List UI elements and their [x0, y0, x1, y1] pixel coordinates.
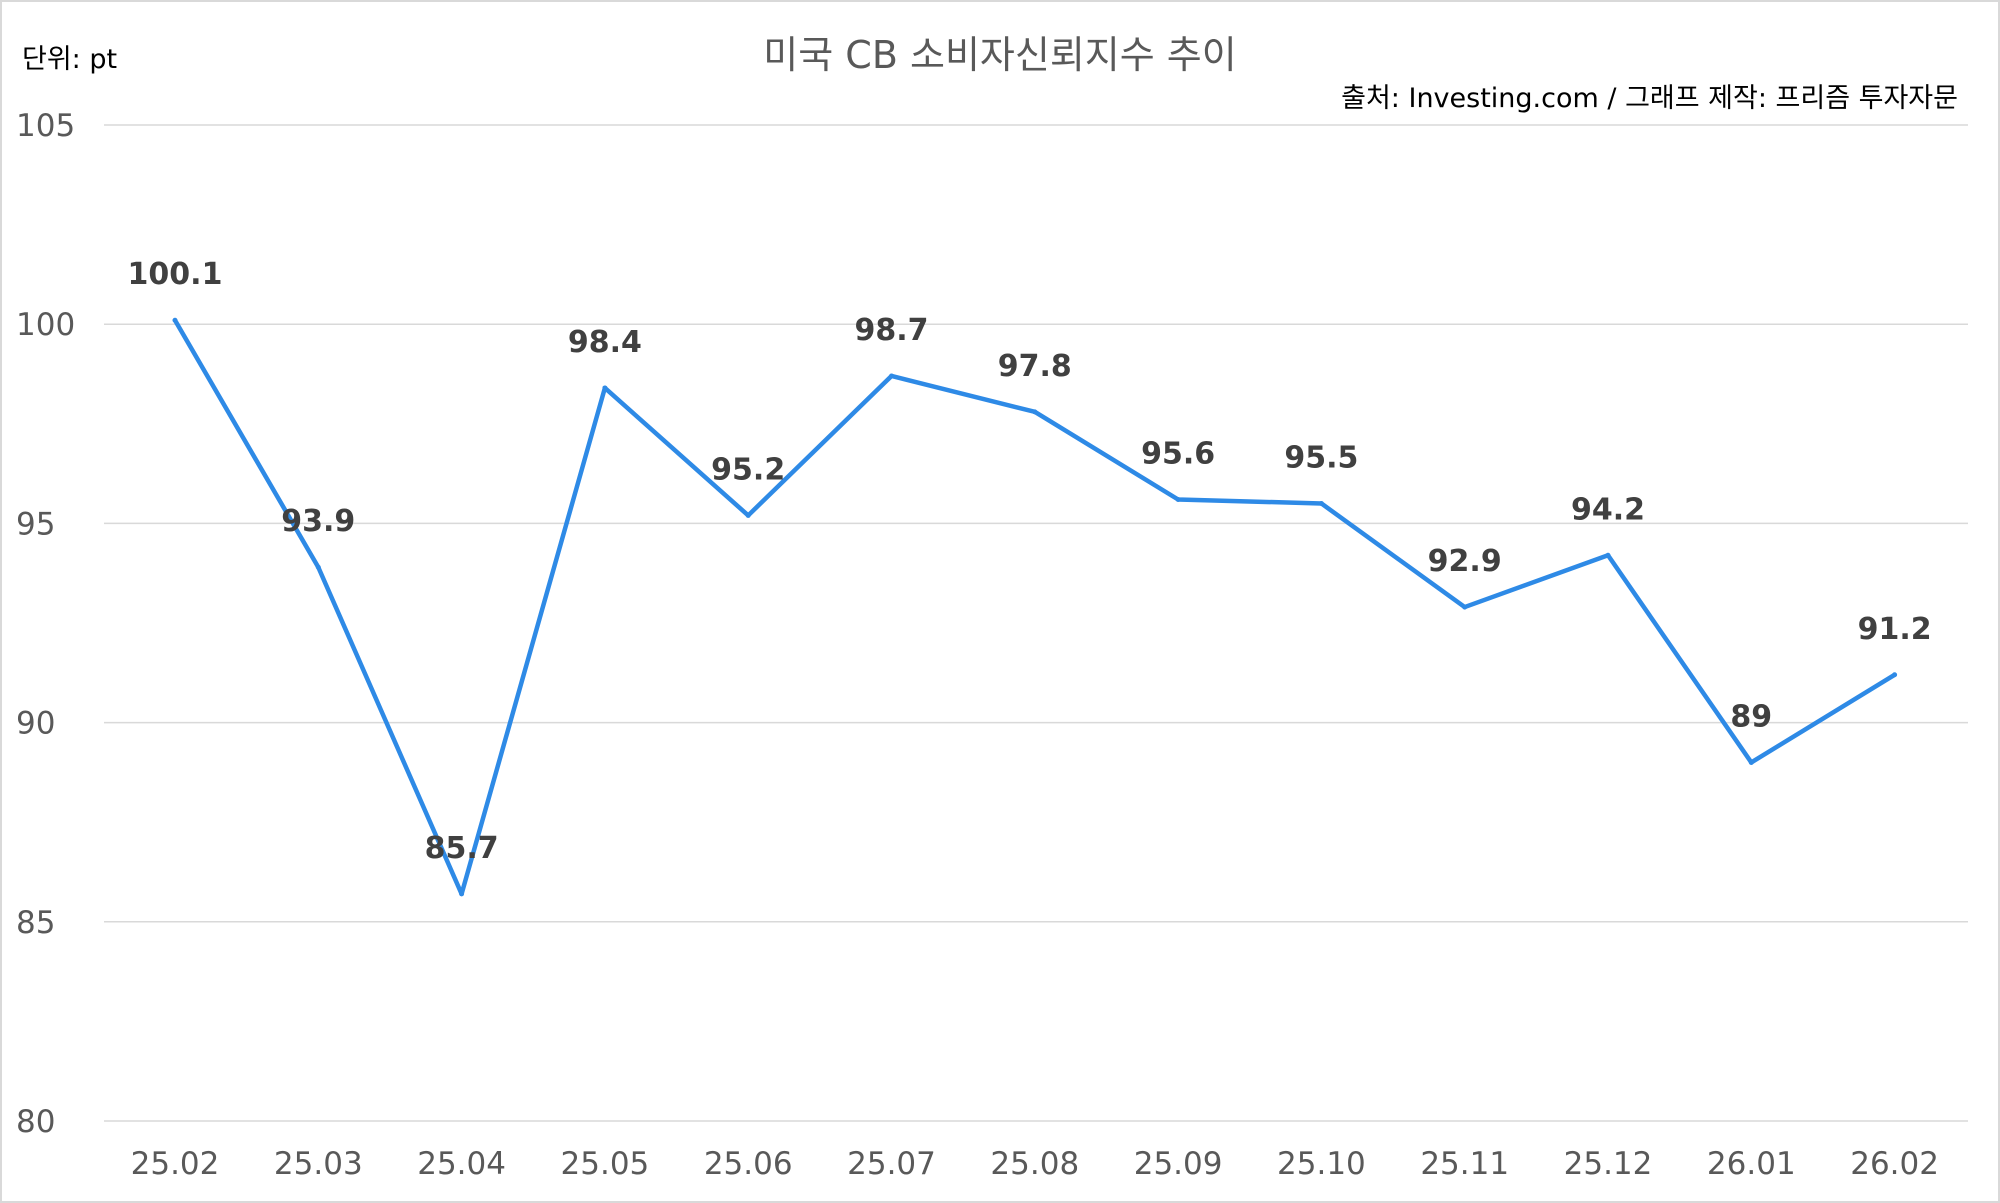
x-tick-label-25.09: 25.09	[1134, 1146, 1223, 1182]
data-point-25.06	[745, 512, 751, 518]
series-line	[172, 317, 1897, 897]
grid-layer	[104, 124, 1968, 1122]
data-point-25.07	[889, 373, 894, 379]
data-label-25.04: 85.7	[425, 831, 499, 866]
x-tick-label-25.11: 25.11	[1420, 1146, 1509, 1182]
x-tick-label-26.01: 26.01	[1707, 1146, 1796, 1182]
x-tick-label-25.06: 25.06	[704, 1146, 793, 1182]
data-label-26.02: 91.2	[1858, 612, 1932, 647]
data-point-25.05	[602, 385, 608, 391]
data-point-25.12	[1605, 552, 1611, 558]
data-label-25.03: 93.9	[281, 504, 355, 539]
x-tick-label-25.10: 25.10	[1277, 1146, 1366, 1182]
source-note: 출처: Investing.com / 그래프 제작: 프리즘 투자자문	[1341, 83, 1958, 114]
data-label-25.08: 97.8	[998, 349, 1072, 384]
y-tick-layer: 80 85 90 95 100 105	[16, 108, 75, 1140]
y-tick-label-95: 95	[16, 506, 55, 542]
data-label-25.09: 95.6	[1141, 436, 1215, 471]
data-point-25.03	[315, 564, 321, 570]
x-tick-layer: 25.02 25.03 25.04 25.05 25.06 25.07 25.08 25.09…	[131, 1146, 1939, 1182]
chart-title: 미국 CB 소비자신뢰지수 추이	[763, 33, 1236, 77]
data-label-25.02: 100.1	[128, 257, 223, 292]
x-tick-label-26.02: 26.02	[1850, 1146, 1939, 1182]
y-tick-label-105: 105	[16, 108, 75, 144]
y-tick-label-100: 100	[16, 307, 75, 343]
series-layer	[172, 317, 1898, 897]
data-label-25.12: 94.2	[1571, 492, 1645, 527]
x-tick-label-25.05: 25.05	[561, 1146, 650, 1182]
unit-label: 단위: pt	[22, 44, 117, 75]
data-label-25.07: 98.7	[854, 313, 928, 348]
data-point-25.09	[1175, 496, 1181, 502]
data-label-25.11: 92.9	[1428, 544, 1502, 579]
x-tick-label-25.08: 25.08	[990, 1146, 1079, 1182]
x-tick-label-25.07: 25.07	[847, 1146, 936, 1182]
data-point-25.02	[172, 317, 178, 323]
data-point-25.08	[1032, 409, 1038, 415]
y-tick-label-90: 90	[16, 706, 55, 742]
y-tick-label-80: 80	[16, 1104, 55, 1140]
x-tick-label-25.04: 25.04	[417, 1146, 506, 1182]
data-label-25.06: 95.2	[711, 452, 785, 487]
data-point-26.01	[1748, 759, 1754, 765]
x-tick-label-25.03: 25.03	[274, 1146, 363, 1182]
y-tick-label-85: 85	[16, 905, 55, 941]
data-label-layer: 100.1 93.9 85.7 98.4 95.2 98.7 97.8 95.6 95.5 92.…	[128, 257, 1932, 866]
data-point-25.11	[1462, 604, 1468, 610]
data-label-26.01: 89	[1730, 699, 1772, 734]
data-point-25.10	[1318, 500, 1324, 506]
data-point-26.02	[1892, 672, 1898, 678]
x-tick-label-25.12: 25.12	[1564, 1146, 1653, 1182]
data-label-25.10: 95.5	[1284, 440, 1358, 475]
x-tick-label-25.02: 25.02	[131, 1146, 220, 1182]
data-label-25.05: 98.4	[568, 325, 642, 360]
data-point-25.04	[459, 891, 465, 897]
